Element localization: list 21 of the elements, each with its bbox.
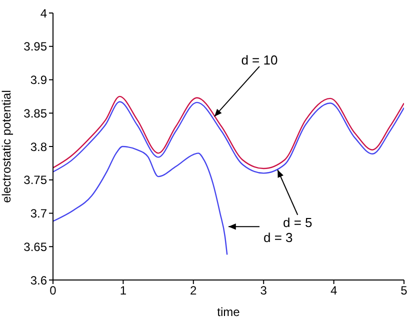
x-tick-label: 5 (400, 284, 408, 298)
y-tick-label: 3.8 (30, 140, 48, 154)
y-tick-label: 3.7 (30, 206, 48, 221)
annotation: d = 10 (241, 52, 278, 68)
x-tick-label: 2 (190, 284, 198, 298)
y-tick-label: 3.85 (24, 106, 48, 120)
x-tick-label: 0 (50, 284, 57, 298)
y-tick-label: 3.75 (24, 173, 48, 188)
y-tick-label: 3.95 (24, 40, 48, 54)
x-axis-title: time (217, 305, 240, 319)
y-tick-label: 3.65 (24, 240, 48, 254)
y-tick-label: 3.6 (30, 273, 48, 288)
x-tick-label: 1 (120, 284, 127, 298)
annotation: d = 5 (283, 214, 312, 230)
line-series (53, 146, 228, 256)
x-tick-label: 4 (330, 284, 338, 298)
y-tick-label: 4 (40, 6, 48, 20)
y-axis-title: electrostatic potential (0, 90, 14, 203)
annotation: d = 3 (264, 230, 293, 246)
y-tick-label: 3.9 (30, 73, 48, 88)
x-tick-label: 3 (260, 284, 268, 298)
